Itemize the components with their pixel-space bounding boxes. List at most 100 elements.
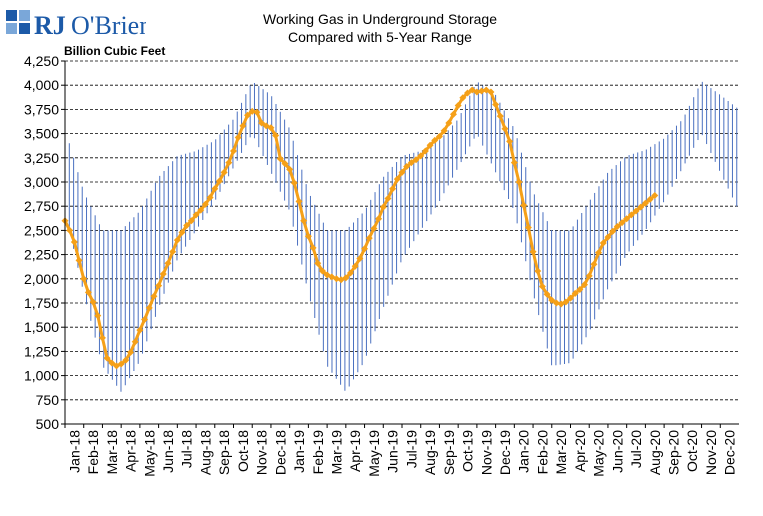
storage-point xyxy=(445,119,453,127)
storage-point xyxy=(375,215,383,223)
storage-point xyxy=(356,254,364,262)
x-tick-label: Apr-18 xyxy=(123,430,139,472)
storage-point xyxy=(464,89,472,97)
storage-point xyxy=(300,217,308,225)
axes xyxy=(64,61,739,425)
x-tick-label: Mar-18 xyxy=(104,430,120,475)
y-tick-label: 1,500 xyxy=(24,319,59,335)
storage-point xyxy=(609,227,617,235)
y-tick-label: 4,000 xyxy=(24,77,59,93)
storage-point xyxy=(529,248,537,256)
chart-title-line2: Compared with 5-Year Range xyxy=(288,29,472,45)
storage-point xyxy=(538,283,546,291)
storage-point xyxy=(646,195,654,203)
storage-point xyxy=(426,141,434,149)
x-tick-label: Jan-20 xyxy=(516,430,532,473)
storage-point xyxy=(136,326,144,334)
storage-point xyxy=(627,211,635,219)
storage-point xyxy=(70,238,78,246)
x-tick-label: Nov-18 xyxy=(254,430,270,475)
storage-point xyxy=(103,354,111,362)
y-tick-label: 750 xyxy=(36,392,60,408)
x-tick-label: Apr-19 xyxy=(347,430,363,472)
storage-point xyxy=(66,226,74,234)
storage-point xyxy=(524,223,532,231)
storage-point xyxy=(421,147,429,155)
x-tick-label: May-18 xyxy=(141,430,157,477)
storage-point xyxy=(351,262,359,270)
storage-point xyxy=(155,282,163,290)
x-tick-label: Jul-20 xyxy=(628,430,644,468)
storage-point xyxy=(89,298,97,306)
y-tick-label: 3,500 xyxy=(24,126,59,142)
storage-point xyxy=(318,267,326,275)
x-tick-label: Feb-19 xyxy=(310,430,326,475)
x-tick-label: Aug-20 xyxy=(647,430,663,475)
x-tick-label: Sep-19 xyxy=(441,430,457,475)
logo-text-rj: RJ xyxy=(34,11,66,40)
storage-point xyxy=(576,285,584,293)
x-tick-label: Feb-18 xyxy=(85,430,101,475)
x-tick-label: Dec-19 xyxy=(497,430,513,475)
storage-point xyxy=(332,275,340,283)
x-tick-label: Nov-19 xyxy=(478,430,494,475)
storage-point xyxy=(590,260,598,268)
storage-point xyxy=(520,201,528,209)
storage-point xyxy=(632,207,640,215)
storage-series-line xyxy=(63,88,656,368)
storage-point xyxy=(295,197,303,205)
y-tick-label: 1,250 xyxy=(24,343,59,359)
y-tick-label: 500 xyxy=(36,416,60,432)
storage-point xyxy=(159,270,167,278)
storage-point xyxy=(281,160,289,168)
storage-point xyxy=(230,147,237,155)
y-tick-label: 1,000 xyxy=(24,368,59,384)
storage-point xyxy=(407,159,415,167)
storage-point xyxy=(431,136,439,144)
storage-point xyxy=(562,298,570,306)
storage-point xyxy=(94,312,102,320)
chart-title: Working Gas in Underground Storage Compa… xyxy=(190,10,570,46)
x-tick-label: Aug-18 xyxy=(197,430,213,475)
storage-point xyxy=(506,137,514,145)
storage-point xyxy=(178,228,186,236)
y-tick-label: 3,000 xyxy=(24,174,59,190)
storage-point xyxy=(534,267,542,275)
storage-point xyxy=(248,107,256,115)
storage-point xyxy=(449,110,457,118)
storage-point xyxy=(435,133,443,141)
y-tick-label: 3,250 xyxy=(24,150,59,166)
y-tick-label: 1,750 xyxy=(24,295,59,311)
storage-point xyxy=(440,127,448,135)
storage-point xyxy=(398,168,406,176)
y-tick-label: 2,000 xyxy=(24,271,59,287)
x-tick-label: Jul-19 xyxy=(403,430,419,468)
storage-point xyxy=(510,159,518,167)
storage-point xyxy=(501,125,509,133)
x-tick-label: Feb-20 xyxy=(534,430,550,475)
x-tick-label: May-19 xyxy=(366,430,382,477)
logo-text-obrien: O'Brien xyxy=(71,11,146,40)
storage-point xyxy=(487,88,495,96)
storage-point xyxy=(169,248,177,256)
y-tick-label: 2,500 xyxy=(24,222,59,238)
storage-point xyxy=(417,152,425,160)
storage-point xyxy=(173,236,181,244)
storage-point xyxy=(641,199,649,207)
storage-point xyxy=(131,338,139,346)
storage-point xyxy=(192,211,200,219)
storage-point xyxy=(267,124,275,132)
storage-point xyxy=(347,269,355,277)
x-tick-label: Dec-20 xyxy=(722,430,738,475)
x-tick-label: Oct-18 xyxy=(235,430,251,472)
x-tick-label: Oct-20 xyxy=(684,430,700,472)
storage-point xyxy=(150,292,158,300)
storage-point xyxy=(206,193,214,201)
storage-point xyxy=(108,359,116,367)
storage-point xyxy=(389,185,397,193)
storage-point xyxy=(342,274,350,282)
storage-point xyxy=(164,259,172,267)
storage-point xyxy=(473,88,481,96)
five-year-range-bars xyxy=(64,81,738,392)
storage-point xyxy=(492,101,500,109)
